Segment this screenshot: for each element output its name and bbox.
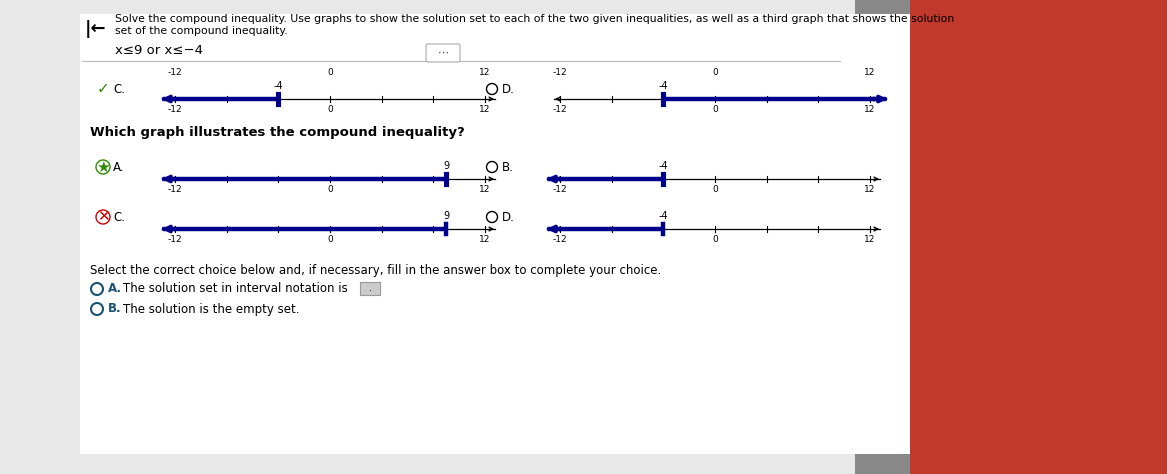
Text: 12: 12 <box>865 105 875 114</box>
Text: -12: -12 <box>553 235 567 244</box>
Text: 12: 12 <box>865 235 875 244</box>
Text: A.: A. <box>113 161 125 173</box>
Text: 0: 0 <box>712 68 718 77</box>
Text: 12: 12 <box>865 68 875 77</box>
Text: .: . <box>370 283 372 293</box>
Text: 12: 12 <box>480 235 490 244</box>
Text: A.: A. <box>109 283 123 295</box>
Text: 0: 0 <box>327 235 333 244</box>
Text: B.: B. <box>109 302 121 316</box>
Text: 12: 12 <box>480 105 490 114</box>
Text: D.: D. <box>502 210 515 224</box>
Text: -12: -12 <box>168 68 182 77</box>
Bar <box>910 0 1167 474</box>
Text: 0: 0 <box>327 185 333 194</box>
Text: 12: 12 <box>480 68 490 77</box>
Text: 0: 0 <box>712 105 718 114</box>
Text: The solution set in interval notation is: The solution set in interval notation is <box>123 283 348 295</box>
Text: -12: -12 <box>553 68 567 77</box>
Text: 12: 12 <box>480 185 490 194</box>
Text: 9: 9 <box>443 161 449 171</box>
Text: B.: B. <box>502 161 513 173</box>
Text: C.: C. <box>113 210 125 224</box>
Text: D.: D. <box>502 82 515 95</box>
Text: -4: -4 <box>273 81 284 91</box>
Text: 0: 0 <box>327 68 333 77</box>
Bar <box>855 0 910 474</box>
Text: -12: -12 <box>168 235 182 244</box>
Text: Select the correct choice below and, if necessary, fill in the answer box to com: Select the correct choice below and, if … <box>90 264 662 277</box>
Text: -4: -4 <box>658 161 669 171</box>
Text: 0: 0 <box>712 185 718 194</box>
Text: 0: 0 <box>327 105 333 114</box>
Text: -12: -12 <box>168 185 182 194</box>
Text: |←: |← <box>85 20 106 38</box>
FancyBboxPatch shape <box>359 282 380 295</box>
Text: Which graph illustrates the compound inequality?: Which graph illustrates the compound ine… <box>90 126 464 139</box>
Text: ⋯: ⋯ <box>438 48 448 58</box>
Text: The solution is the empty set.: The solution is the empty set. <box>123 302 300 316</box>
Text: ★: ★ <box>96 159 110 174</box>
Text: ✓: ✓ <box>97 82 110 97</box>
FancyBboxPatch shape <box>426 44 460 62</box>
Text: -12: -12 <box>553 105 567 114</box>
Bar <box>81 14 910 454</box>
Text: -12: -12 <box>168 105 182 114</box>
Text: Solve the compound inequality. Use graphs to show the solution set to each of th: Solve the compound inequality. Use graph… <box>116 14 955 24</box>
Text: x≤9 or x≤−4: x≤9 or x≤−4 <box>116 44 203 57</box>
Text: -4: -4 <box>658 211 669 221</box>
Text: 0: 0 <box>712 235 718 244</box>
Text: C.: C. <box>113 82 125 95</box>
Text: ✕: ✕ <box>97 210 110 225</box>
Text: -4: -4 <box>658 81 669 91</box>
Text: -12: -12 <box>553 185 567 194</box>
Text: set of the compound inequality.: set of the compound inequality. <box>116 26 287 36</box>
Text: 12: 12 <box>865 185 875 194</box>
Text: 9: 9 <box>443 211 449 221</box>
